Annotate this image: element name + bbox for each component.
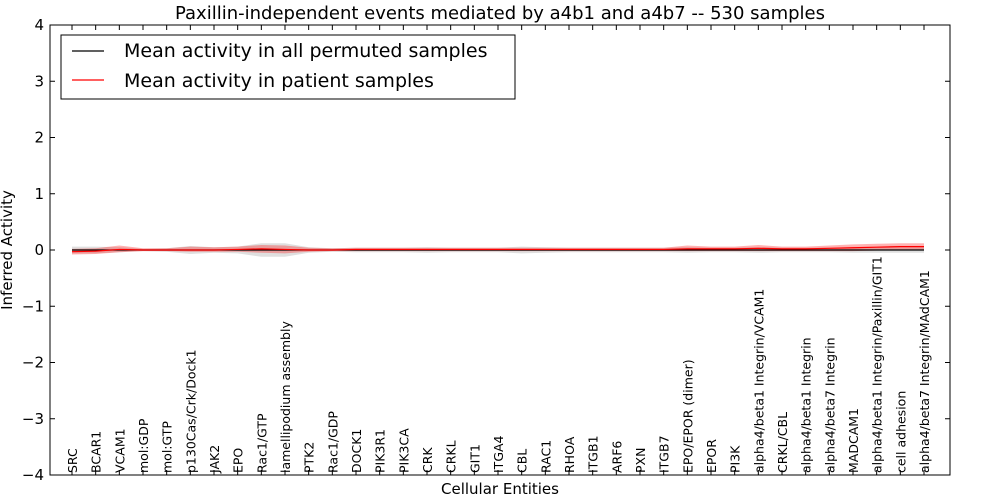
- x-tick-label: EPOR: [704, 439, 719, 473]
- legend-label-permuted: Mean activity in all permuted samples: [124, 40, 487, 62]
- x-tick-label: JAK2: [207, 445, 222, 474]
- x-tick-label: alpha4/beta7 Integrin/MAdCAM1: [917, 270, 932, 473]
- x-tick-label: CRKL/CBL: [775, 412, 790, 473]
- x-axis-ticks: SRC BCAR1 VCAM1 mol:GDP mol:GTP p130Cas/Crk/D…: [65, 25, 932, 475]
- x-tick-label: EPO/EPOR (dimer): [680, 359, 695, 473]
- series-lines: [71, 246, 924, 253]
- x-tick-label: GIT1: [467, 444, 482, 473]
- x-tick-label: p130Cas/Crk/Dock1: [183, 349, 198, 473]
- legend-box: [60, 34, 516, 100]
- legend-label-patient: Mean activity in patient samples: [124, 70, 434, 92]
- x-tick-label: CRKL: [444, 440, 459, 473]
- x-tick-label: SRC: [65, 448, 80, 473]
- x-tick-label: PI3K: [728, 445, 743, 473]
- x-tick-label: Rac1/GTP: [254, 413, 269, 473]
- legend: Mean activity in all permuted samples Me…: [60, 34, 516, 100]
- y-tick-label: −1: [22, 297, 44, 315]
- x-tick-label: alpha4/beta7 Integrin: [822, 337, 837, 473]
- x-tick-label: ARF6: [609, 441, 624, 473]
- y-tick-label: 1: [34, 185, 44, 203]
- x-tick-label: lamellipodium assembly: [278, 321, 293, 473]
- x-tick-label: MADCAM1: [846, 408, 861, 473]
- x-tick-label: mol:GDP: [136, 418, 151, 473]
- y-axis-ticks: 4 3 2 1 0 −1 −2 −3 −4: [22, 16, 950, 484]
- x-tick-label: PXN: [633, 448, 648, 473]
- x-tick-label: EPO: [231, 448, 246, 473]
- x-tick-label: alpha4/beta1 Integrin: [799, 337, 814, 473]
- x-tick-label: cell adhesion: [893, 391, 908, 473]
- x-axis-label: Cellular Entities: [441, 480, 559, 498]
- plot-area-frame: [49, 24, 951, 476]
- x-tick-label: BCAR1: [89, 431, 104, 473]
- x-tick-label: VCAM1: [112, 428, 127, 473]
- x-tick-label: ITGB7: [657, 435, 672, 473]
- y-tick-label: 4: [34, 16, 44, 34]
- x-tick-label: ITGB1: [586, 435, 601, 473]
- y-tick-label: −2: [22, 354, 44, 372]
- y-axis-label: Inferred Activity: [0, 190, 16, 310]
- x-tick-label: CRK: [420, 447, 435, 473]
- x-tick-label: ITGA4: [491, 435, 506, 473]
- y-tick-label: 0: [34, 241, 44, 259]
- y-tick-label: 3: [34, 72, 44, 90]
- x-tick-label: PIK3CA: [396, 428, 411, 473]
- x-tick-label: DOCK1: [349, 429, 364, 473]
- x-tick-label: RAC1: [538, 440, 553, 473]
- y-tick-label: −4: [22, 466, 44, 484]
- x-tick-label: CBL: [515, 449, 530, 473]
- x-tick-label: PTK2: [302, 442, 317, 473]
- x-tick-label: PIK3R1: [373, 429, 388, 473]
- y-tick-label: 2: [34, 129, 44, 147]
- x-tick-label: alpha4/beta1 Integrin/VCAM1: [751, 289, 766, 473]
- x-tick-label: alpha4/beta1 Integrin/Paxillin/GIT1: [870, 256, 885, 473]
- chart-title: Paxillin-independent events mediated by …: [175, 3, 825, 24]
- x-tick-label: RHOA: [562, 436, 577, 473]
- patient-mean-line: [71, 246, 924, 253]
- x-tick-label: mol:GTP: [160, 421, 175, 473]
- y-tick-label: −3: [22, 410, 44, 428]
- x-tick-label: Rac1/GDP: [325, 411, 340, 473]
